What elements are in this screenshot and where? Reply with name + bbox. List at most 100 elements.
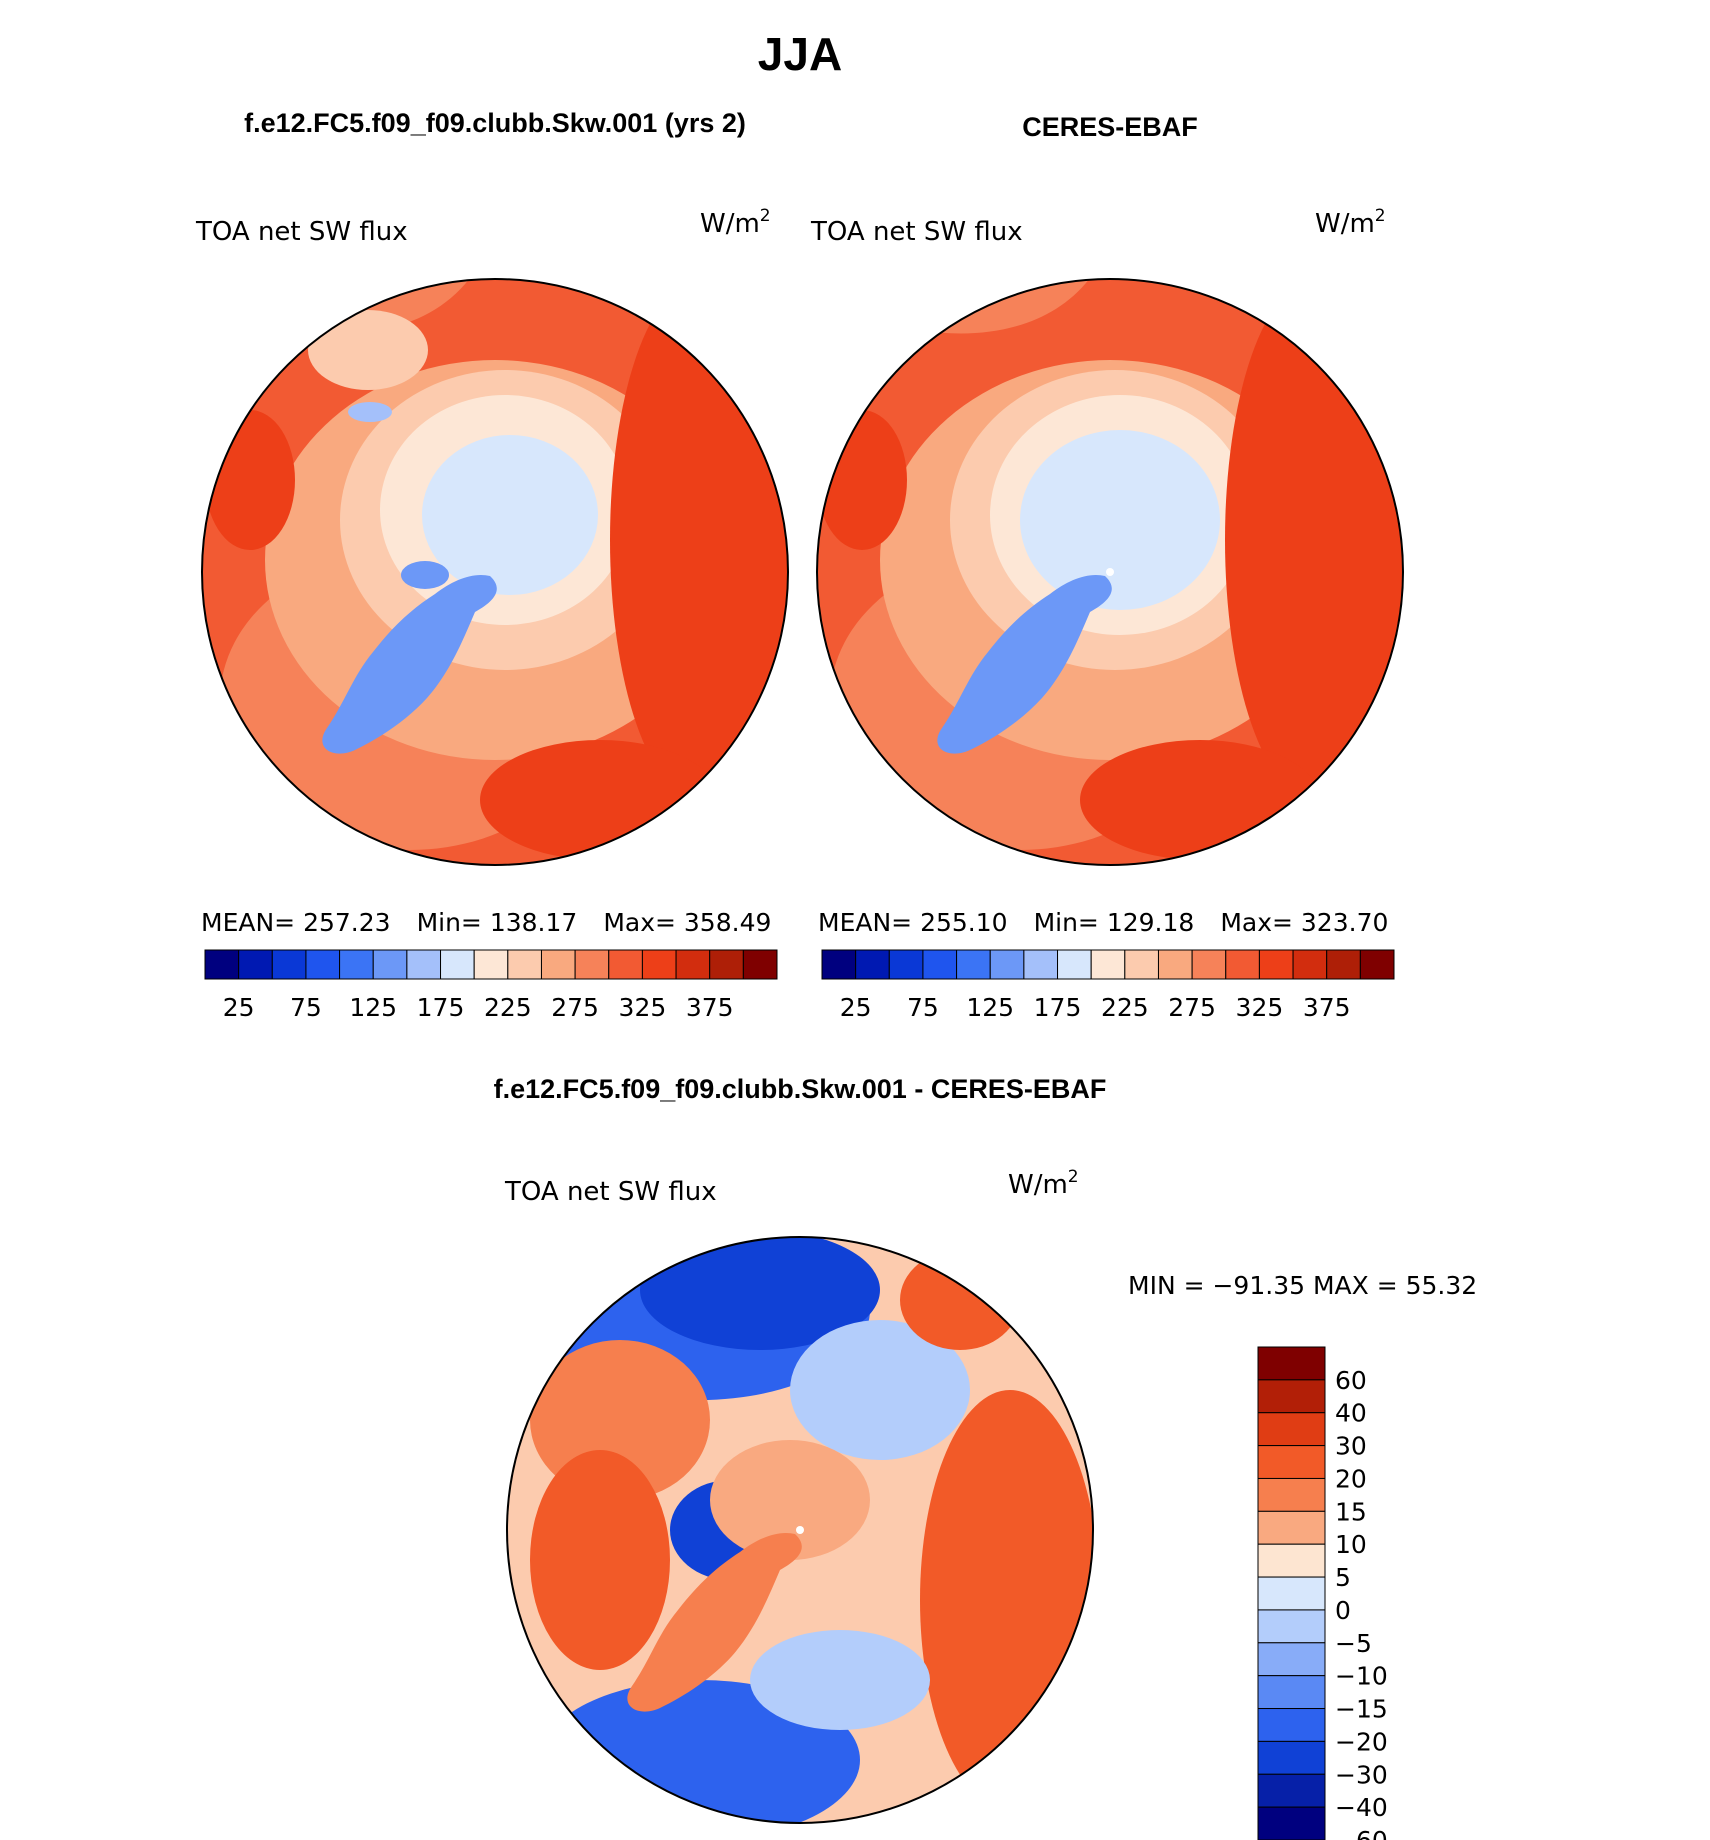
colorbar-swatch <box>1359 949 1395 980</box>
colorbar-swatch <box>1257 1510 1326 1545</box>
colorbar-tick-label: −20 <box>1335 1727 1388 1756</box>
colorbar-tick-label: 175 <box>1034 993 1082 1022</box>
colorbar-swatch <box>540 949 576 980</box>
colorbar-swatch <box>372 949 408 980</box>
colorbar-swatch <box>1023 949 1059 980</box>
colorbar-tick-label: 25 <box>223 993 255 1022</box>
colorbar-swatch <box>440 949 475 980</box>
colorbar-swatch <box>821 949 857 980</box>
colorbar-swatch <box>1257 1412 1326 1447</box>
diff-panel: TOA net SW flux W/m2 MIN = −91.35 MAX = … <box>504 1167 1477 1840</box>
colorbar-swatch <box>1258 949 1294 980</box>
colorbar-tick-label: 0 <box>1335 1596 1351 1625</box>
colorbar-swatch <box>1326 949 1361 980</box>
colorbar-tick-label: 60 <box>1335 1366 1367 1395</box>
colorbar-swatch <box>339 949 374 980</box>
season-title: JJA <box>758 28 842 80</box>
colorbar-swatch <box>305 949 341 980</box>
obs-panel: TOA net SW flux W/m2 MEAN= 255.10 Min= 12… <box>810 206 1404 1022</box>
colorbar-swatch <box>888 949 924 980</box>
obs-stats: MEAN= 255.10 Min= 129.18 Max= 323.70 <box>818 908 1388 937</box>
colorbar-swatch <box>1257 1675 1326 1710</box>
colorbar-tick-label: 175 <box>417 993 465 1022</box>
colorbar-swatch <box>204 949 240 980</box>
colorbar-swatch <box>1257 1773 1326 1808</box>
colorbar-swatch <box>271 949 307 980</box>
colorbar-tick-label: 25 <box>840 993 872 1022</box>
model-panel-title: f.e12.FC5.f09_f09.clubb.Skw.001 (yrs 2) <box>244 108 746 138</box>
colorbar-swatch <box>1257 1609 1326 1644</box>
colorbar-swatch <box>1257 1740 1326 1775</box>
obs-panel-title: CERES-EBAF <box>1022 112 1198 142</box>
model-polar-map <box>201 278 789 870</box>
colorbar-swatch <box>473 949 509 980</box>
colorbar-tick-label: 225 <box>1101 993 1149 1022</box>
obs-polar-map <box>816 278 1404 866</box>
colorbar-swatch <box>238 949 273 980</box>
colorbar-swatch <box>1257 1445 1326 1479</box>
colorbar-swatch <box>855 949 890 980</box>
obs-colorbar: 25 75 125 175 225 275 325 375 <box>821 949 1395 1022</box>
colorbar-swatch <box>1057 949 1092 980</box>
colorbar-swatch <box>1257 1543 1326 1578</box>
obs-field-label: TOA net SW flux <box>810 217 1023 247</box>
colorbar-swatch <box>406 949 442 980</box>
colorbar-swatch <box>1292 949 1328 980</box>
colorbar-tick-label: 325 <box>619 993 667 1022</box>
colorbar-tick-label: −5 <box>1335 1629 1372 1658</box>
colorbar-swatch <box>608 949 643 980</box>
colorbar-tick-label: 225 <box>484 993 532 1022</box>
colorbar-tick-label: 125 <box>966 993 1014 1022</box>
colorbar-swatch <box>675 949 711 980</box>
model-field-label: TOA net SW flux <box>195 217 408 247</box>
colorbar-tick-label: 275 <box>551 993 599 1022</box>
colorbar-swatch <box>1191 949 1227 980</box>
colorbar-tick-label: 10 <box>1335 1530 1367 1559</box>
colorbar-tick-label: 75 <box>290 993 322 1022</box>
colorbar-tick-label: 20 <box>1335 1464 1367 1493</box>
colorbar-tick-label: 325 <box>1236 993 1284 1022</box>
colorbar-swatch <box>1157 949 1193 980</box>
colorbar-swatch <box>1225 949 1260 980</box>
colorbar-tick-label: −40 <box>1335 1793 1388 1822</box>
colorbar-tick-label: 275 <box>1168 993 1216 1022</box>
colorbar-swatch <box>1257 1708 1326 1742</box>
diff-field-label: TOA net SW flux <box>504 1177 717 1207</box>
colorbar-swatch <box>507 949 542 980</box>
colorbar-tick-label: 30 <box>1335 1432 1367 1461</box>
colorbar-tick-label: −60 <box>1335 1826 1388 1840</box>
colorbar-swatch <box>1257 1477 1326 1512</box>
colorbar-tick-label: 5 <box>1335 1563 1351 1592</box>
colorbar-tick-label: −15 <box>1335 1695 1388 1724</box>
colorbar-swatch <box>1257 1379 1326 1414</box>
colorbar-swatch <box>1257 1642 1326 1677</box>
colorbar-swatch <box>922 949 958 980</box>
colorbar-swatch <box>1257 1346 1326 1381</box>
colorbar-tick-label: −10 <box>1335 1662 1388 1691</box>
obs-units-label: W/m2 <box>1315 206 1386 239</box>
colorbar-tick-label: 125 <box>349 993 397 1022</box>
colorbar-tick-label: 40 <box>1335 1399 1367 1428</box>
colorbar-tick-label: −30 <box>1335 1760 1388 1789</box>
colorbar-tick-label: 375 <box>686 993 734 1022</box>
model-units-label: W/m2 <box>700 206 771 239</box>
diff-polar-map <box>506 1236 1094 1824</box>
colorbar-swatch <box>574 949 610 980</box>
model-panel: TOA net SW flux W/m2 MEAN= 2 <box>195 206 789 1022</box>
diff-colorbar: 60 40 30 20 15 10 5 0 −5 −10 −15 −20 −30 −40 −60 <box>1257 1346 1388 1840</box>
colorbar-swatch <box>956 949 991 980</box>
colorbar-swatch <box>742 949 778 980</box>
colorbar-tick-label: 15 <box>1335 1497 1367 1526</box>
colorbar-swatch <box>1257 1806 1326 1840</box>
colorbar-swatch <box>641 949 677 980</box>
model-colorbar: 25 75 125 175 225 275 325 375 <box>204 949 778 1022</box>
model-stats: MEAN= 257.23 Min= 138.17 Max= 358.49 <box>201 908 771 937</box>
diff-minmax-label: MIN = −91.35 MAX = 55.32 <box>1128 1271 1477 1300</box>
diff-units-label: W/m2 <box>1008 1167 1079 1200</box>
colorbar-swatch <box>989 949 1025 980</box>
colorbar-tick-label: 375 <box>1303 993 1351 1022</box>
colorbar-swatch <box>709 949 744 980</box>
colorbar-swatch <box>1124 949 1159 980</box>
colorbar-swatch <box>1257 1576 1326 1611</box>
